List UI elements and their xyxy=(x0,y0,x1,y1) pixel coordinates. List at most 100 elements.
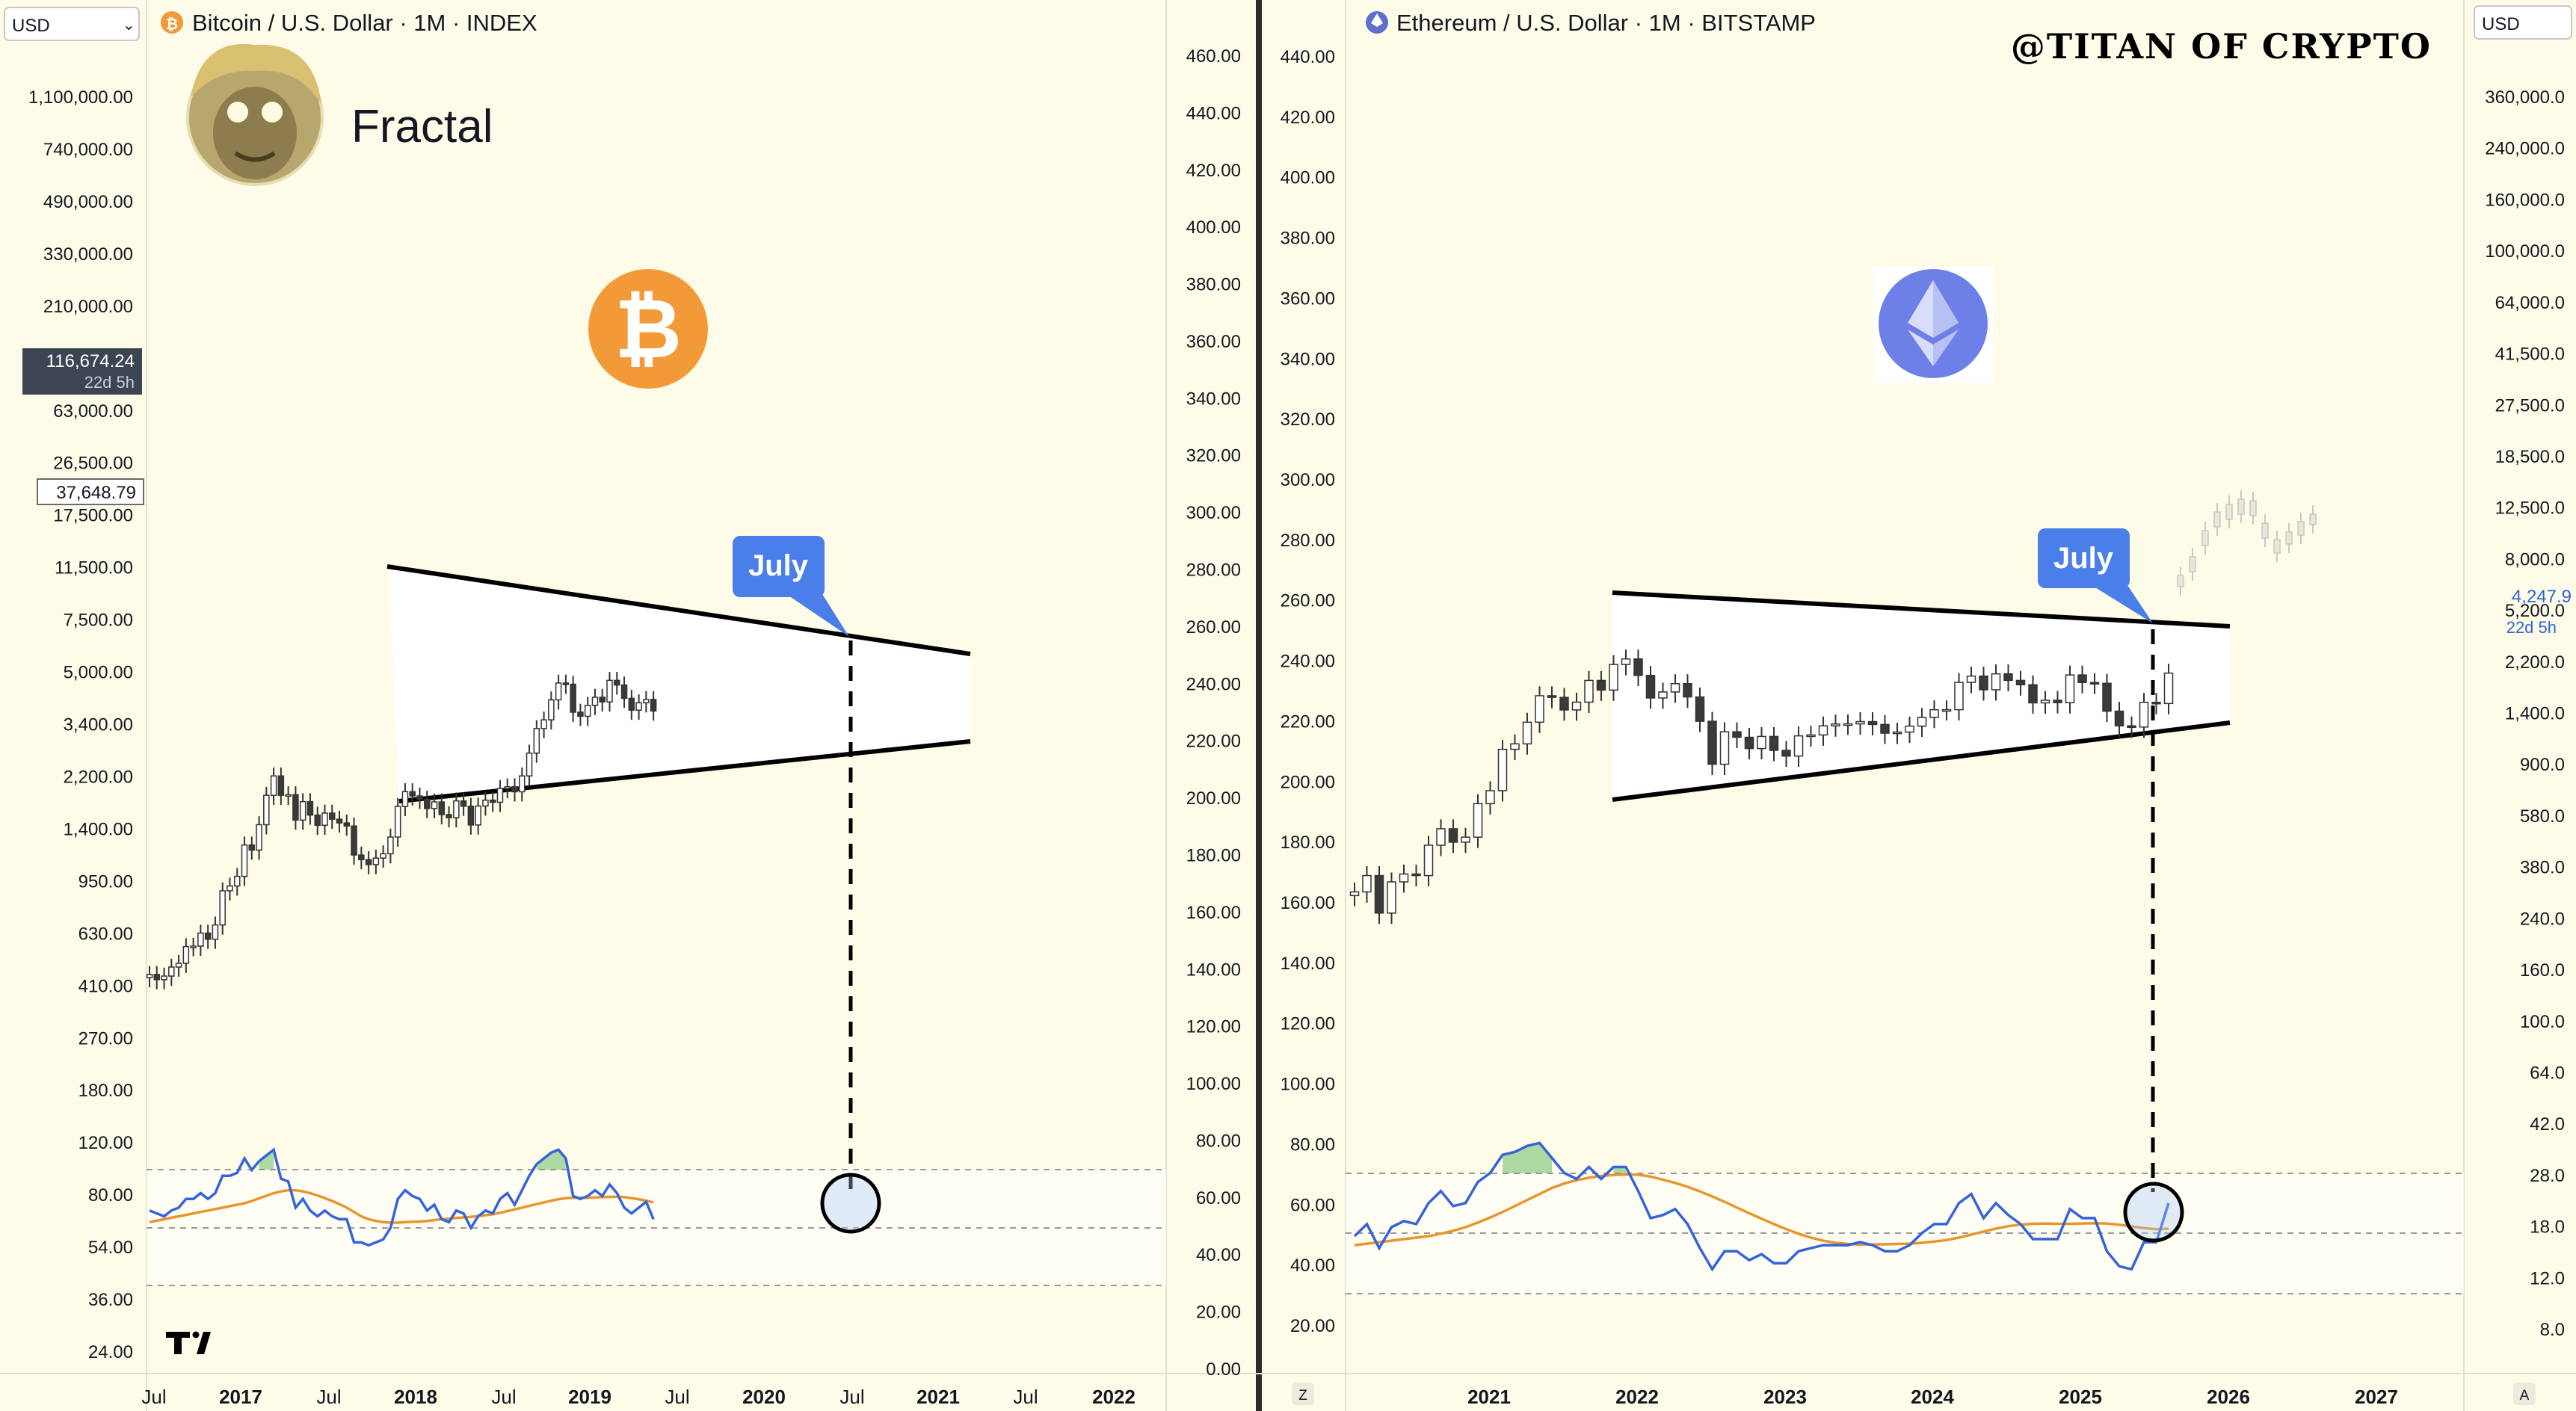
candle-2020-05 xyxy=(482,791,489,816)
candle-2020-04 xyxy=(1387,872,1396,924)
right-price-tick-label: 42.0 xyxy=(2530,1114,2565,1134)
candle-2022-03 xyxy=(643,691,650,713)
candle-2016-10 xyxy=(168,958,175,986)
candle-2018-10 xyxy=(343,814,351,836)
candle-2021-02 xyxy=(1510,734,1520,761)
candle-2017-07 xyxy=(233,868,241,896)
left-price-tick-label: 120.00 xyxy=(78,1133,133,1153)
rsi-overbought-fill xyxy=(1503,1143,1552,1173)
candle-2021-12 xyxy=(620,676,628,708)
crosshair-price-badge-value: 37,648.79 xyxy=(56,483,136,503)
left-rsi-tick-label: 60.00 xyxy=(1196,1188,1241,1208)
right-time-tick-label: 2027 xyxy=(2355,1386,2398,1408)
candle-2020-09 xyxy=(511,778,518,802)
left-price-tick-label: 11,500.00 xyxy=(55,558,133,578)
candle-2019-02 xyxy=(372,849,380,874)
left-time-tick-label: 2021 xyxy=(916,1386,960,1408)
right-price-tick-label: 240,000.0 xyxy=(2485,139,2565,159)
candle-2020-10 xyxy=(1461,827,1470,853)
left-time-tick-label: Jul xyxy=(665,1386,689,1408)
zoom-button[interactable] xyxy=(1292,1383,1314,1405)
left-price-tick-label: 3,400.00 xyxy=(64,715,133,735)
candle-2018-12 xyxy=(358,846,365,870)
projected-candle xyxy=(2201,530,2209,546)
candle-2021-03 xyxy=(555,674,562,710)
candle-2020-05 xyxy=(1399,864,1409,893)
candle-2021-04 xyxy=(1535,686,1544,733)
candle-2019-06 xyxy=(401,783,409,817)
candle-2024-05 xyxy=(1991,664,2001,701)
auto-scale-button-label: A xyxy=(2520,1388,2530,1404)
rsi-line xyxy=(1353,1141,2170,1272)
right-rsi-tick-label: 20.00 xyxy=(1290,1316,1335,1336)
projected-candle xyxy=(2189,556,2196,572)
candle-2019-01 xyxy=(365,850,372,874)
watermark-brand: @TITAN OF CRYPTO xyxy=(2011,26,2432,67)
left-rsi-tick-label: 120.00 xyxy=(1186,1017,1241,1037)
bitcoin-header-title[interactable]: Bitcoin / U.S. Dollar · 1M · INDEX xyxy=(192,10,537,36)
currency-select-value: USD xyxy=(12,16,50,36)
right-rsi-tick-label: 400.00 xyxy=(1281,168,1335,188)
candle-2017-10 xyxy=(256,816,262,860)
right-price-tick-label: 28.0 xyxy=(2530,1166,2565,1186)
zoom-button-label: Z xyxy=(1298,1388,1307,1404)
left-rsi-tick-label: 220.00 xyxy=(1186,732,1241,752)
left-time-tick-label: 2018 xyxy=(394,1386,437,1408)
left-rsi-tick-label: 200.00 xyxy=(1186,788,1241,809)
rsi-breakout-circle xyxy=(820,1173,881,1234)
candle-2017-03 xyxy=(204,924,212,949)
candle-2021-06 xyxy=(577,703,584,726)
candle-2022-07 xyxy=(1719,722,1730,776)
right-time-tick-label: 2024 xyxy=(1911,1386,1954,1408)
candle-2023-11 xyxy=(1917,708,1927,738)
currency-select[interactable] xyxy=(2474,5,2572,40)
candle-2017-12 xyxy=(270,768,277,806)
right-price-tick-label: 160.0 xyxy=(2520,960,2565,981)
right-rsi-tick-label: 40.00 xyxy=(1290,1256,1335,1276)
candle-2020-12 xyxy=(1485,781,1495,815)
left-rsi-tick-label: 260.00 xyxy=(1186,617,1241,637)
right-rsi-tick-label: 440.00 xyxy=(1281,47,1335,67)
auto-scale-button[interactable] xyxy=(2513,1383,2536,1405)
candle-2020-10 xyxy=(519,768,526,802)
rsi-band-background xyxy=(1346,1173,2464,1294)
left-time-tick-label: 2022 xyxy=(1092,1386,1136,1408)
left-rsi-tick-label: 40.00 xyxy=(1196,1245,1241,1265)
july-callout: July xyxy=(2038,528,2153,623)
bitcoin-symbol-icon xyxy=(161,11,183,34)
left-rsi-tick-label: 360.00 xyxy=(1186,332,1241,352)
candle-2023-02 xyxy=(1806,725,1816,747)
candle-2019-12 xyxy=(446,806,452,828)
left-rsi-tick-label: 140.00 xyxy=(1186,960,1241,980)
panel-divider[interactable] xyxy=(1256,0,1262,1411)
candle-2020-01 xyxy=(1349,882,1360,907)
triangle-fill xyxy=(1612,593,2230,800)
left-price-tick-label: 740,000.00 xyxy=(43,140,133,160)
candle-2021-09 xyxy=(599,688,606,712)
candle-2018-01 xyxy=(277,768,285,806)
left-rsi-tick-label: 160.00 xyxy=(1186,903,1241,923)
candle-2021-11 xyxy=(1621,649,1631,676)
left-time-tick-label: Jul xyxy=(316,1386,341,1408)
right-price-tick-label: 5,200.0 xyxy=(2505,601,2565,621)
right-rsi-tick-label: 60.00 xyxy=(1290,1195,1335,1215)
candle-2024-04 xyxy=(1979,667,1988,701)
rsi-line xyxy=(149,1147,655,1247)
triangle-upper-trendline xyxy=(1612,590,2231,629)
ethereum-symbol-glyph xyxy=(1371,13,1383,27)
july-callout-text: July xyxy=(2053,542,2114,575)
left-time-tick-label: Jul xyxy=(1013,1386,1038,1408)
ethereum-header-title[interactable]: Ethereum / U.S. Dollar · 1M · BITSTAMP xyxy=(1396,10,1816,36)
candle-2016-09 xyxy=(161,967,167,989)
currency-select[interactable] xyxy=(4,7,140,41)
candle-2022-04 xyxy=(650,691,657,721)
right-price-tick-label: 360,000.0 xyxy=(2485,87,2565,108)
candle-2019-10 xyxy=(431,793,438,818)
right-rsi-tick-label: 300.00 xyxy=(1281,470,1335,490)
projected-candle xyxy=(2285,531,2293,545)
candle-2025-04 xyxy=(2127,716,2136,738)
rsi-moving-average-line xyxy=(1354,1173,2169,1247)
triangle-upper-trendline xyxy=(386,564,971,656)
candle-2017-11 xyxy=(263,786,270,835)
right-price-tick-label: 1,400.0 xyxy=(2505,704,2565,724)
